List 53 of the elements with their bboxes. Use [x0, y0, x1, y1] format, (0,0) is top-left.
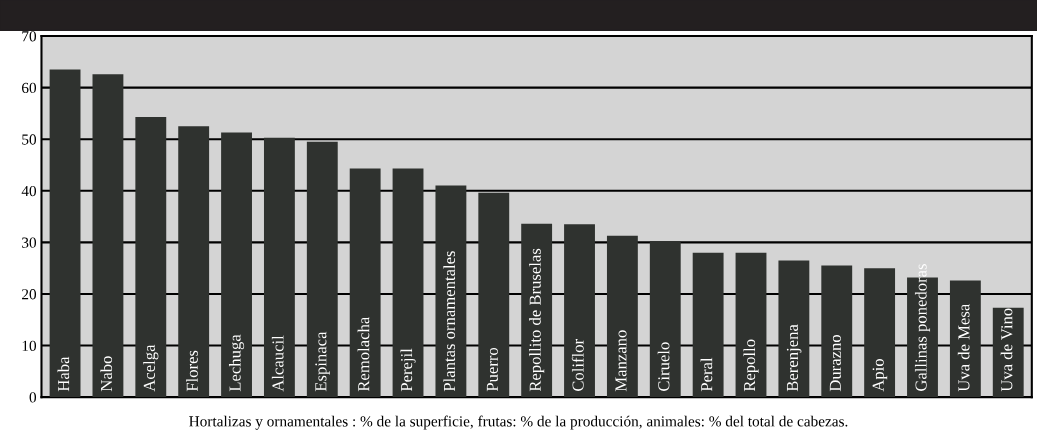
x-tick-label: Repollito de Bruselas [529, 248, 545, 392]
x-tick-label: Berenjena [786, 324, 802, 392]
bar [478, 192, 510, 398]
y-tick-label: 50 [22, 134, 37, 145]
bar [392, 168, 424, 398]
x-tick-label: Puerro [486, 347, 498, 392]
y-tick-label: 10 [22, 340, 37, 351]
text: Hortalizas y ornamentales : % de la superficie, frutas: % de la producción, animales: % del total de cabezas. [189, 415, 848, 430]
bar [435, 185, 467, 398]
x-tick-label: Plantas ornamentales [443, 251, 456, 392]
bar [263, 137, 295, 398]
x-tick-label: Alcaucil [271, 335, 284, 392]
bar [735, 252, 767, 398]
x-tick-label: Haba [57, 356, 70, 392]
x-tick-label: Uva de Mesa [957, 303, 970, 392]
bar [178, 126, 210, 398]
y-tick-label: 70 [22, 31, 37, 42]
y-tick-label: 40 [21, 185, 37, 197]
x-tick-label: Uva de Vino [1000, 308, 1013, 392]
x-tick-label: Perejil [400, 348, 416, 392]
bar [649, 241, 681, 398]
x-tick-label: Flores [186, 350, 198, 392]
bar [135, 117, 167, 398]
x-tick-label: Apio [872, 359, 888, 392]
bar [221, 132, 252, 398]
x-tick-label: Ciruelo [657, 342, 670, 392]
y-tick-label: 0 [29, 392, 37, 403]
x-tick-label: Manzano [615, 330, 627, 392]
x-tick-label: Acelga [143, 344, 159, 392]
x-tick-label: Coliflor [571, 339, 584, 392]
x-tick-label: Repollo [743, 339, 759, 392]
y-tick-label: 20 [22, 289, 37, 300]
bar [92, 74, 124, 398]
x-tick-label: Espinaca [315, 331, 330, 392]
y-tick-label: 60 [22, 82, 37, 94]
x-tick-label: Durazno [829, 334, 841, 392]
y-tick-label: 30 [22, 237, 37, 248]
bar [692, 252, 724, 398]
bar [306, 141, 338, 398]
bar [349, 168, 381, 398]
x-tick-label: Lechuga [228, 334, 245, 392]
x-tick-label: Peral [700, 357, 713, 392]
bar [949, 280, 981, 398]
bar [606, 235, 638, 398]
x-tick-label: Remolacha [357, 316, 370, 392]
bar [49, 69, 81, 398]
bar [564, 224, 595, 398]
bar [821, 265, 853, 398]
bar [992, 307, 1024, 398]
x-tick-label: Nabo [100, 356, 113, 392]
bar [864, 268, 896, 398]
bar [778, 260, 810, 398]
bar [521, 223, 553, 398]
